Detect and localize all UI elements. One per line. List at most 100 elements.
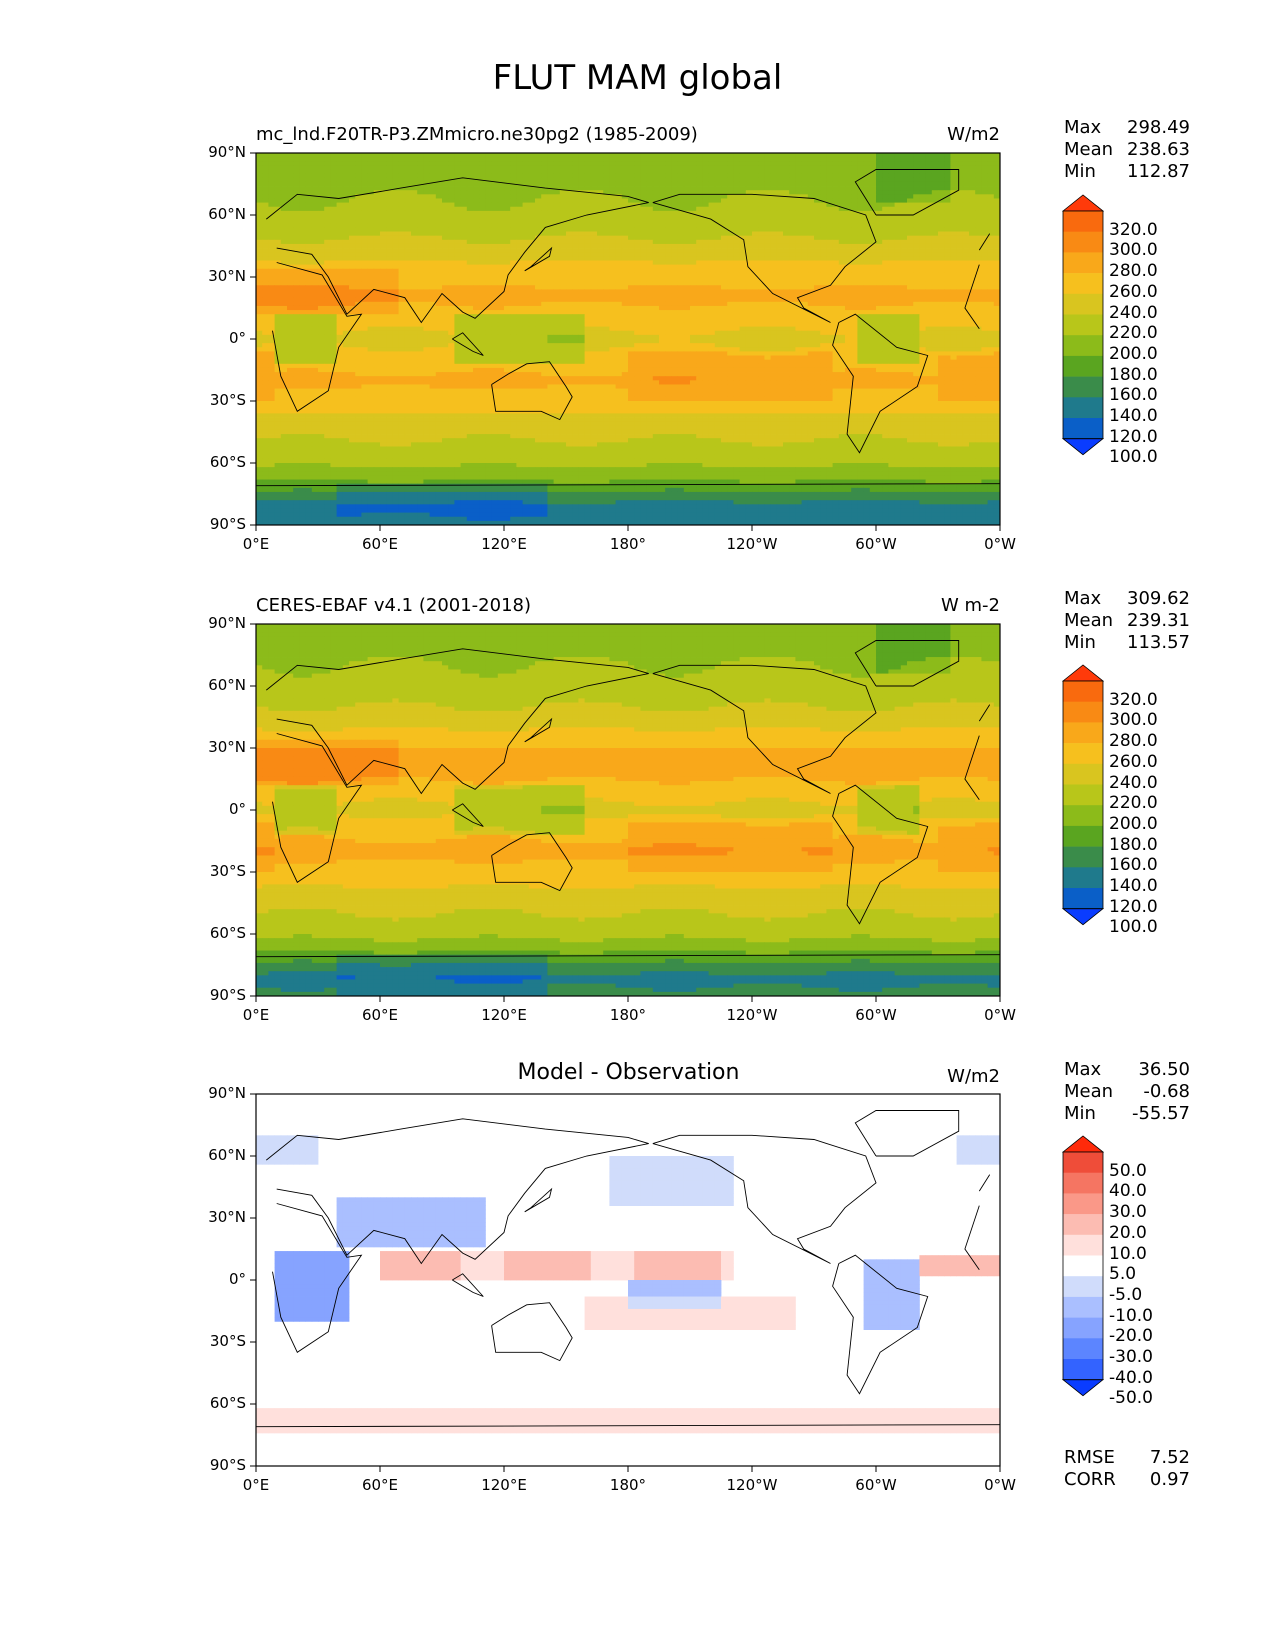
- field-cell: [696, 198, 703, 203]
- field-cell: [373, 318, 381, 323]
- field-cell: [956, 157, 964, 162]
- field-cell: [454, 206, 461, 212]
- field-cell: [981, 181, 988, 187]
- field-cell: [380, 157, 387, 162]
- field-cell: [454, 186, 461, 191]
- field-cell: [429, 318, 437, 323]
- field-cell: [256, 206, 263, 212]
- field-cell: [349, 264, 356, 270]
- field-cell: [733, 165, 740, 170]
- field-cell: [652, 190, 660, 195]
- field-cell: [373, 248, 381, 253]
- field-cell: [634, 272, 641, 278]
- field-cell: [783, 173, 790, 179]
- field-cell: [268, 210, 275, 216]
- field-cell: [404, 215, 412, 220]
- field-cell: [696, 231, 703, 237]
- field-cell: [491, 277, 499, 282]
- field-cell: [931, 252, 939, 257]
- field-cell: [857, 260, 864, 265]
- field-cell: [714, 310, 722, 315]
- field-cell: [683, 239, 691, 245]
- field-cell: [541, 260, 548, 265]
- field-cell: [900, 169, 908, 175]
- field-cell: [411, 231, 418, 237]
- field-cell: [448, 264, 455, 270]
- field-cell: [460, 318, 468, 323]
- field-cell: [969, 281, 976, 286]
- field-cell: [448, 281, 455, 286]
- field-cell: [913, 169, 920, 175]
- field-cell: [355, 223, 362, 228]
- field-cell: [919, 297, 926, 303]
- field-cell: [888, 161, 895, 166]
- field-cell: [807, 239, 815, 245]
- field-cell: [801, 318, 809, 323]
- field-cell: [553, 239, 561, 245]
- field-cell: [485, 243, 492, 249]
- field-cell: [727, 285, 734, 290]
- field-cell: [931, 260, 939, 265]
- field-cell: [783, 260, 790, 265]
- field-cell: [944, 252, 951, 257]
- field-cell: [417, 177, 424, 183]
- field-cell: [541, 268, 548, 274]
- field-cell: [857, 272, 864, 278]
- field-cell: [293, 310, 300, 315]
- field-cell: [609, 190, 616, 195]
- field-cell: [900, 310, 908, 315]
- field-cell: [659, 277, 666, 282]
- field-cell: [938, 252, 945, 257]
- field-cell: [547, 289, 554, 294]
- field-cell: [293, 314, 300, 319]
- field-cell: [677, 181, 685, 187]
- field-cell: [876, 161, 883, 166]
- field-cell: [268, 206, 275, 212]
- field-cell: [758, 173, 765, 179]
- field-cell: [938, 161, 945, 166]
- field-cell: [299, 264, 306, 270]
- field-cell: [820, 277, 827, 282]
- field-cell: [783, 206, 790, 212]
- field-cell: [876, 305, 883, 311]
- field-cell: [727, 215, 734, 220]
- field-cell: [894, 206, 902, 212]
- field-cell: [764, 227, 771, 232]
- field-cell: [832, 239, 840, 245]
- field-cell: [367, 264, 375, 270]
- field-cell: [975, 314, 982, 319]
- field-cell: [342, 248, 350, 253]
- field-cell: [330, 227, 337, 232]
- field-cell: [764, 277, 771, 282]
- field-cell: [857, 157, 864, 162]
- field-cell: [776, 186, 784, 191]
- field-cell: [807, 181, 815, 187]
- field-cell: [504, 177, 511, 183]
- field-cell: [677, 305, 685, 311]
- field-cell: [466, 243, 474, 249]
- field-cell: [851, 318, 858, 323]
- field-cell: [640, 223, 647, 228]
- field-cell: [578, 322, 585, 327]
- field-cell: [280, 305, 288, 311]
- field-cell: [479, 173, 486, 179]
- field-cell: [584, 285, 592, 290]
- field-cell: [807, 297, 815, 303]
- field-cell: [429, 314, 437, 319]
- field-cell: [392, 231, 399, 237]
- field-cell: [981, 223, 988, 228]
- field-cell: [913, 252, 920, 257]
- field-cell: [553, 223, 561, 228]
- field-cell: [938, 215, 945, 220]
- field-cell: [690, 260, 697, 265]
- field-cell: [807, 285, 815, 290]
- field-cell: [944, 190, 951, 195]
- field-cell: [652, 173, 660, 179]
- field-cell: [838, 206, 846, 212]
- field-cell: [677, 260, 685, 265]
- field-cell: [993, 243, 1001, 249]
- field-cell: [770, 268, 778, 274]
- field-cell: [479, 219, 486, 224]
- field-cell: [510, 198, 517, 203]
- field-cell: [510, 157, 517, 162]
